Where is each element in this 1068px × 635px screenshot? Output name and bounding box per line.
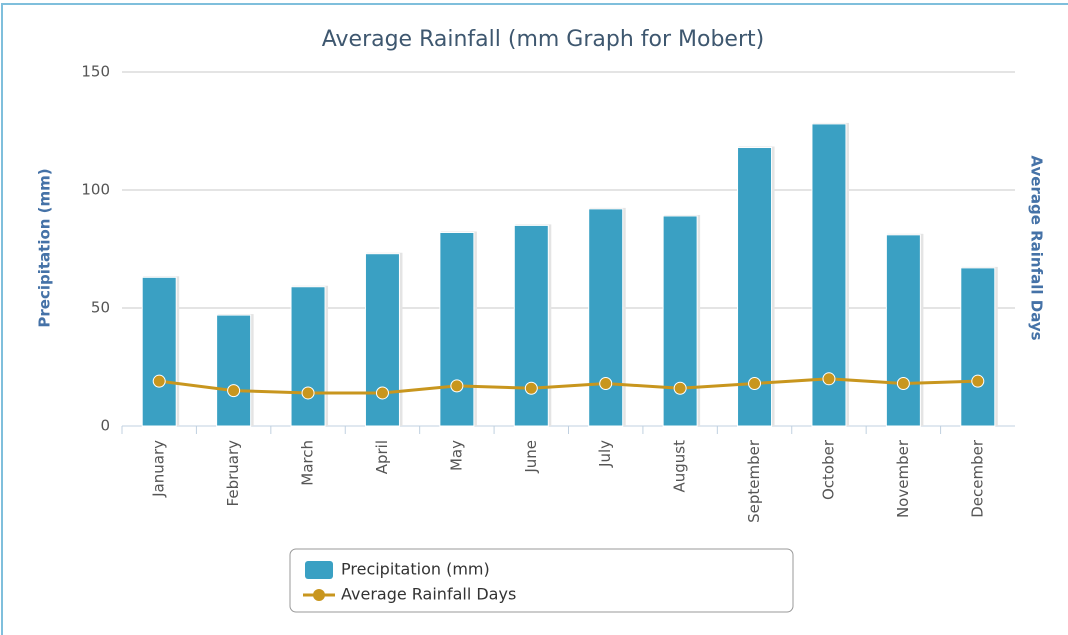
y-tick-label: 0 [100,417,110,435]
line-point [301,386,315,400]
legend-swatch [305,561,333,579]
line-point [227,384,241,398]
x-tick-label: November [894,439,912,518]
line-point [524,381,538,395]
line [159,377,978,395]
bar [216,314,252,427]
bar [588,208,624,427]
line-point [375,386,389,400]
legend-label: Average Rainfall Days [341,585,516,604]
legend-label: Precipitation (mm) [341,560,490,579]
y-axis-label: Precipitation (mm) [36,168,54,327]
x-tick-label: April [373,440,391,474]
x-tick-label: September [745,439,763,523]
bar [960,267,996,427]
line-point [599,377,613,391]
bar [885,234,921,427]
line-point [971,374,985,388]
y-tick-label: 150 [81,63,110,81]
chart-title: Average Rainfall (mm Graph for Mobert) [322,27,764,52]
line-point [673,381,687,395]
bar [141,276,177,427]
x-tick-label: August [671,440,689,493]
bar [513,224,549,427]
frame [1,3,1068,635]
y-tick-label: 50 [91,299,110,317]
line-point [896,377,910,391]
bar [364,253,400,427]
y-tick-label: 100 [81,181,110,199]
bar [290,286,326,427]
legend [289,548,794,613]
line-point [152,374,166,388]
line-point [822,372,836,386]
x-tick-label: December [968,439,986,518]
legend-swatch [313,589,325,601]
x-tick-label: June [522,440,540,474]
x-tick-label: January [150,440,168,498]
line-point [450,379,464,393]
x-tick-label: October [819,439,837,500]
x-tick-label: May [447,440,465,471]
x-tick-label: February [224,440,242,507]
y2-axis-label: Average Rainfall Days [1028,155,1046,340]
x-tick-label: March [299,440,317,486]
x-tick-label: July [596,440,614,468]
line-point [748,377,762,391]
bar [439,231,475,427]
